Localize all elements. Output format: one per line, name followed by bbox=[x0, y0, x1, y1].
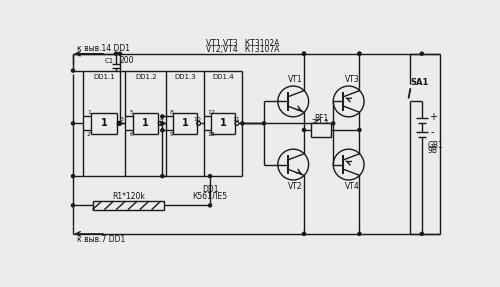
Text: GB1: GB1 bbox=[428, 141, 444, 150]
Circle shape bbox=[420, 232, 424, 235]
Text: 3: 3 bbox=[119, 117, 123, 122]
Text: к выв.14 DD1: к выв.14 DD1 bbox=[77, 44, 130, 53]
Text: DD1.4: DD1.4 bbox=[212, 74, 234, 80]
Text: 1: 1 bbox=[220, 118, 226, 128]
Text: VT1,VT3   КТ3102А: VT1,VT3 КТ3102А bbox=[206, 39, 280, 48]
Text: К561ЛЕ5: К561ЛЕ5 bbox=[192, 192, 228, 201]
Circle shape bbox=[302, 128, 306, 131]
Circle shape bbox=[118, 52, 122, 55]
Text: к выв.7 DD1: к выв.7 DD1 bbox=[77, 235, 125, 244]
Text: SA1: SA1 bbox=[410, 78, 428, 87]
Text: VT4: VT4 bbox=[345, 182, 360, 191]
Circle shape bbox=[161, 174, 164, 178]
Text: 4: 4 bbox=[160, 117, 164, 122]
Text: 13: 13 bbox=[208, 132, 216, 137]
Text: VT3: VT3 bbox=[345, 75, 360, 84]
Text: ЗП-1: ЗП-1 bbox=[312, 119, 330, 128]
Text: +: + bbox=[428, 112, 436, 122]
Bar bbox=[311, 123, 331, 137]
Text: VT2: VT2 bbox=[288, 182, 302, 191]
Text: 9: 9 bbox=[170, 132, 174, 137]
Circle shape bbox=[302, 52, 306, 55]
Text: 1: 1 bbox=[101, 118, 107, 128]
Text: R1*120k: R1*120k bbox=[112, 192, 145, 201]
Text: -: - bbox=[431, 127, 434, 137]
Text: DD1.1: DD1.1 bbox=[94, 74, 115, 80]
Text: 5: 5 bbox=[129, 110, 133, 115]
Circle shape bbox=[208, 204, 212, 207]
Text: 1: 1 bbox=[182, 118, 188, 128]
Circle shape bbox=[302, 232, 306, 235]
Text: 1: 1 bbox=[87, 110, 90, 115]
Text: BF1: BF1 bbox=[314, 114, 328, 123]
Text: VT1: VT1 bbox=[288, 75, 302, 84]
Text: 10: 10 bbox=[194, 117, 202, 122]
FancyBboxPatch shape bbox=[93, 201, 164, 210]
Circle shape bbox=[72, 69, 74, 72]
Circle shape bbox=[420, 52, 424, 55]
Circle shape bbox=[358, 52, 361, 55]
Text: 11: 11 bbox=[232, 117, 240, 122]
Circle shape bbox=[358, 232, 361, 235]
Circle shape bbox=[161, 122, 164, 125]
Text: 9В: 9В bbox=[428, 146, 438, 155]
Circle shape bbox=[332, 122, 335, 125]
Circle shape bbox=[118, 122, 122, 125]
Text: DD1.3: DD1.3 bbox=[174, 74, 196, 80]
Text: 6: 6 bbox=[129, 132, 133, 137]
Circle shape bbox=[72, 174, 74, 178]
Text: 12: 12 bbox=[208, 110, 216, 115]
Circle shape bbox=[72, 122, 74, 125]
Text: 200: 200 bbox=[120, 56, 134, 65]
Circle shape bbox=[72, 204, 74, 207]
Text: 1: 1 bbox=[142, 118, 149, 128]
Circle shape bbox=[208, 174, 212, 178]
Circle shape bbox=[358, 128, 361, 131]
Text: DD1: DD1 bbox=[202, 185, 218, 195]
Circle shape bbox=[358, 52, 361, 55]
Circle shape bbox=[161, 129, 164, 132]
Circle shape bbox=[114, 52, 117, 55]
Circle shape bbox=[262, 122, 266, 125]
Text: С1: С1 bbox=[104, 58, 114, 64]
Circle shape bbox=[241, 122, 244, 125]
Circle shape bbox=[302, 52, 306, 55]
Text: 2: 2 bbox=[87, 132, 91, 137]
Text: VT2,VT4   КТ3107А: VT2,VT4 КТ3107А bbox=[206, 44, 280, 54]
Text: DD1.2: DD1.2 bbox=[135, 74, 156, 80]
Text: 8: 8 bbox=[170, 110, 174, 115]
Circle shape bbox=[161, 115, 164, 118]
